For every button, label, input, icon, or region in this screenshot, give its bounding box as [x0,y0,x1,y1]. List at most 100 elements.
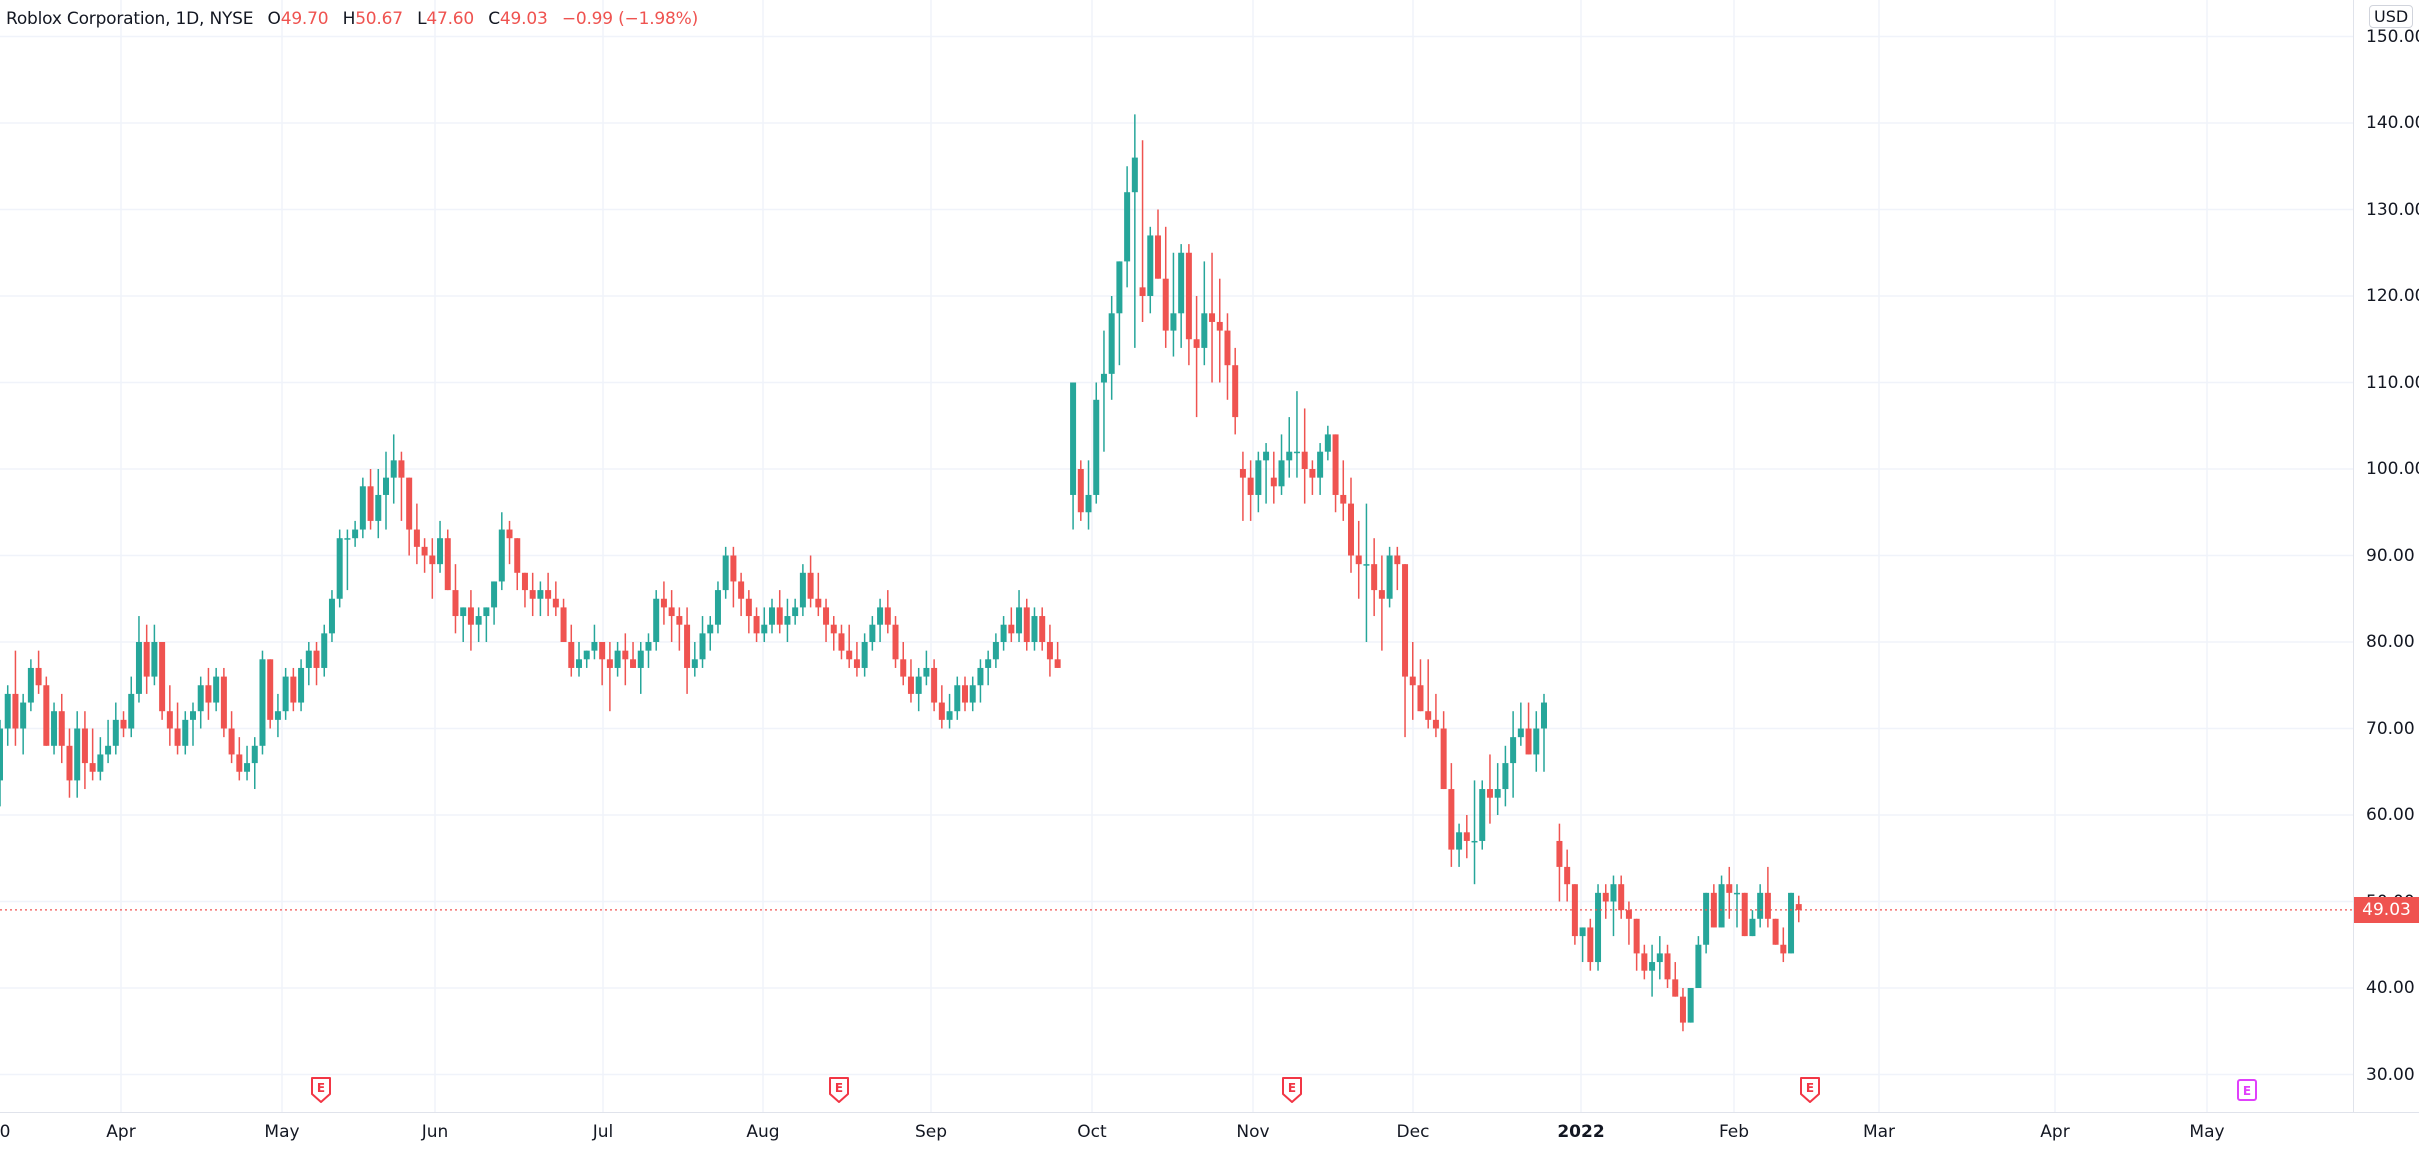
candle-up[interactable] [583,650,590,668]
candle-up[interactable] [344,529,351,591]
candle-down[interactable] [1641,944,1648,980]
candle-up[interactable] [0,719,3,807]
candle-down[interactable] [1571,884,1578,945]
candle-up[interactable] [135,616,142,703]
candle-up[interactable] [305,642,312,686]
candle-up[interactable] [213,667,220,712]
candle-down[interactable] [1764,866,1771,928]
candle-down[interactable] [1185,244,1192,366]
candle-down[interactable] [398,451,405,521]
candle-up[interactable] [1085,460,1092,530]
candle-up[interactable] [691,642,698,677]
candle-up[interactable] [182,711,189,755]
candle-up[interactable] [1170,252,1177,357]
candle-up[interactable] [1718,875,1725,928]
candle-down[interactable] [1309,460,1316,495]
candle-up[interactable] [1124,166,1131,288]
candle-down[interactable] [514,538,521,591]
candle-down[interactable] [1726,866,1733,919]
candle-down[interactable] [1348,477,1354,573]
candle-down[interactable] [907,659,914,703]
candle-up[interactable] [483,607,490,642]
candle-up[interactable] [498,512,505,591]
candle-down[interactable] [1672,962,1679,997]
candle-down[interactable] [406,477,413,556]
candle-up[interactable] [128,676,135,738]
candle-down[interactable] [1139,140,1146,322]
candle-down[interactable] [738,572,745,617]
candle-down[interactable] [823,598,830,642]
candle-up[interactable] [1510,711,1517,798]
candle-down[interactable] [1340,460,1347,521]
candle-down[interactable] [684,607,691,694]
candle-down[interactable] [89,728,96,781]
candle-up[interactable] [1695,936,1702,988]
candle-up[interactable] [259,650,266,755]
candle-up[interactable] [1016,590,1023,642]
candle-up[interactable] [769,598,775,634]
candle-down[interactable] [1193,296,1200,418]
candle-down[interactable] [1556,823,1563,902]
candle-down[interactable] [1625,901,1632,945]
candle-up[interactable] [1541,693,1547,772]
candle-down[interactable] [66,728,73,798]
candle-down[interactable] [1448,763,1455,867]
candle-up[interactable] [1533,711,1540,772]
candle-up[interactable] [298,659,305,712]
candle-up[interactable] [383,451,389,530]
candle-down[interactable] [599,642,606,686]
candle-down[interactable] [1618,875,1625,919]
candle-up[interactable] [1278,434,1285,495]
candle-down[interactable] [568,624,575,677]
candle-up[interactable] [359,477,366,539]
earnings-marker-icon[interactable]: E [309,1075,333,1105]
candle-down[interactable] [931,659,938,712]
candle-up[interactable] [869,616,876,651]
candle-down[interactable] [1378,555,1385,651]
candle-up[interactable] [282,667,289,720]
candle-up[interactable] [1479,780,1486,850]
candle-down[interactable] [938,685,945,729]
candle-up[interactable] [1749,910,1756,937]
candle-up[interactable] [946,693,953,729]
candle-up[interactable] [105,719,112,764]
candle-up[interactable] [274,693,281,738]
candle-down[interactable] [58,693,65,764]
candle-up[interactable] [1093,382,1100,504]
candle-up[interactable] [1386,546,1393,608]
candle-down[interactable] [830,616,837,651]
candle-down[interactable] [1780,927,1787,963]
candle-down[interactable] [1301,408,1308,504]
candle-up[interactable] [4,685,11,746]
candle-down[interactable] [1409,642,1416,720]
candle-up[interactable] [1494,763,1501,815]
candle-up[interactable] [969,676,976,712]
candle-down[interactable] [1463,815,1470,859]
candle-up[interactable] [1131,114,1138,348]
candle-down[interactable] [1162,226,1169,348]
candle-down[interactable] [1710,884,1717,928]
candle-down[interactable] [267,659,274,729]
candle-up[interactable] [591,624,598,660]
candle-down[interactable] [1587,918,1594,971]
candle-up[interactable] [1757,884,1764,928]
earnings-marker-icon[interactable]: E [827,1075,851,1105]
candle-down[interactable] [413,503,420,565]
symbol-name[interactable]: Roblox Corporation, 1D, NYSE [6,9,254,29]
candle-down[interactable] [1564,849,1571,902]
candle-down[interactable] [552,581,559,617]
candle-up[interactable] [799,564,806,617]
candle-down[interactable] [1741,892,1748,937]
candle-up[interactable] [197,676,204,729]
candle-up[interactable] [761,607,768,642]
candle-up[interactable] [328,590,335,642]
candle-up[interactable] [1579,927,1586,963]
chart-pane[interactable] [0,0,2353,1112]
price-axis[interactable]: 150.00 140.00 130.00 120.00 110.00 100.00 90.0… [2353,0,2419,1112]
candle-down[interactable] [1602,884,1609,919]
earnings-marker-icon[interactable]: E [1280,1075,1304,1105]
candle-down[interactable] [12,650,19,746]
candle-down[interactable] [1355,520,1362,599]
candle-down[interactable] [1232,347,1239,435]
candle-up[interactable] [244,745,251,781]
